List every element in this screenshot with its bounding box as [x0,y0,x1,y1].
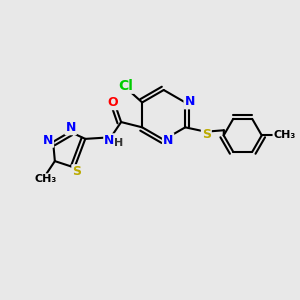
Text: O: O [107,96,118,109]
Text: CH₃: CH₃ [34,174,56,184]
Text: N: N [184,95,195,108]
Text: N: N [43,134,53,147]
Text: Cl: Cl [118,79,134,93]
Text: CH₃: CH₃ [273,130,296,140]
Text: N: N [163,134,173,147]
Text: S: S [202,128,211,141]
Text: H: H [114,137,124,148]
Text: S: S [72,165,81,178]
Text: N: N [65,121,76,134]
Text: N: N [104,134,115,147]
